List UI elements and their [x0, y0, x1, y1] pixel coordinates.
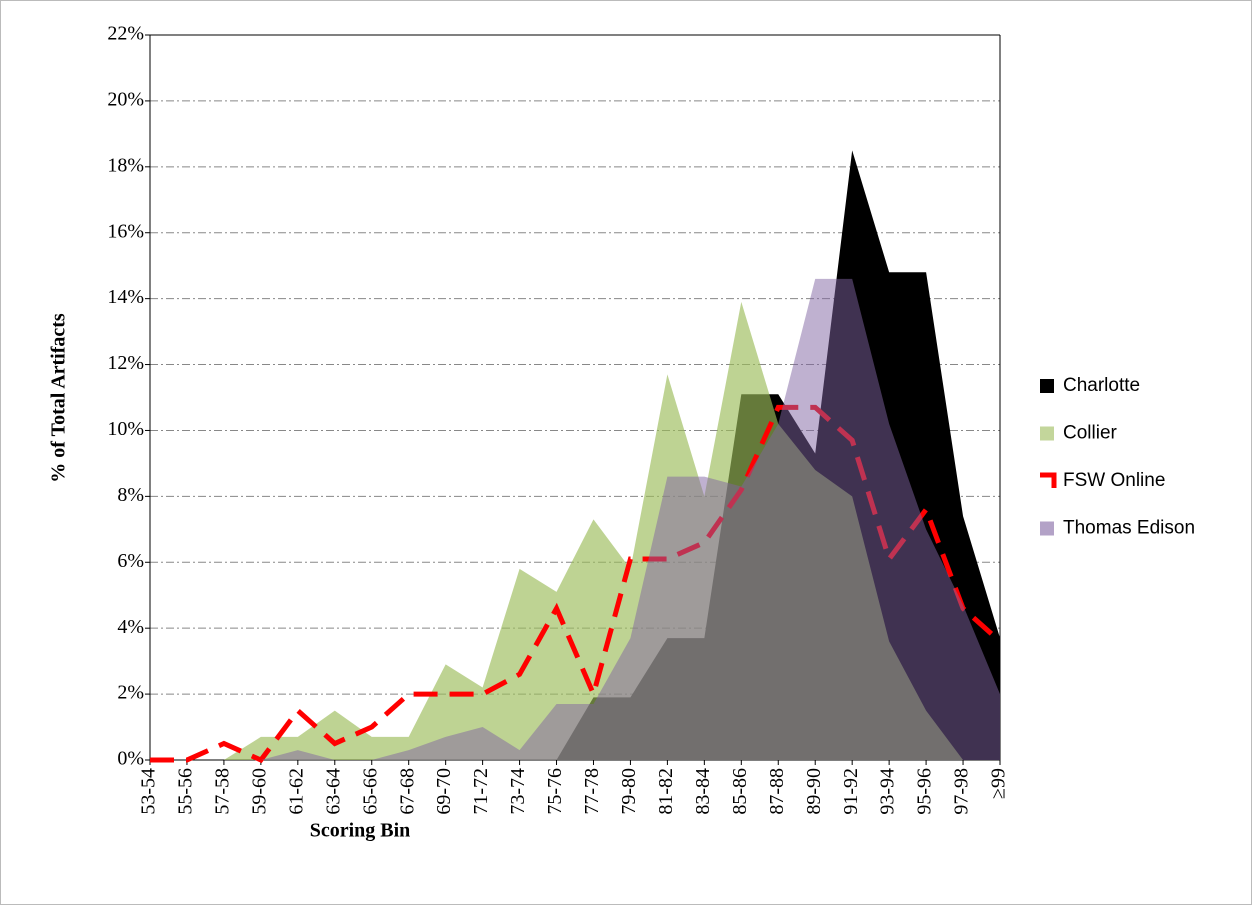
- x-tick-label: 85-86: [729, 768, 751, 815]
- x-axis-title: Scoring Bin: [310, 820, 411, 842]
- x-tick-label: 71-72: [470, 768, 492, 815]
- legend-swatch: [1040, 521, 1054, 536]
- x-tick-label: 79-80: [618, 768, 640, 815]
- legend-label: Collier: [1063, 423, 1118, 444]
- x-tick-label: 53-54: [138, 768, 160, 815]
- x-tick-label: 73-74: [507, 768, 529, 815]
- y-tick-label: 2%: [117, 682, 144, 704]
- x-tick-label: 77-78: [581, 768, 603, 815]
- legend-label: Thomas Edison: [1063, 518, 1195, 539]
- y-tick-label: 12%: [107, 352, 144, 374]
- y-tick-label: 4%: [117, 616, 144, 638]
- x-tick-label: 67-68: [396, 768, 418, 815]
- legend-label: Charlotte: [1063, 375, 1140, 396]
- x-tick-label: ≥99: [988, 768, 1010, 799]
- x-tick-label: 89-90: [803, 768, 825, 815]
- y-tick-label: 22%: [107, 23, 144, 45]
- x-tick-label: 55-56: [175, 768, 197, 815]
- x-tick-label: 87-88: [766, 768, 788, 815]
- y-tick-label: 10%: [107, 418, 144, 440]
- y-tick-label: 0%: [117, 748, 144, 770]
- legend-label: FSW Online: [1063, 470, 1165, 491]
- legend-swatch: [1040, 472, 1057, 488]
- y-tick-label: 18%: [107, 154, 144, 176]
- x-tick-label: 97-98: [951, 768, 973, 815]
- x-tick-label: 65-66: [359, 768, 381, 815]
- area: [150, 278, 1000, 760]
- x-tick-label: 91-92: [840, 768, 862, 815]
- x-tick-label: 59-60: [248, 768, 270, 815]
- x-tick-label: 93-94: [877, 768, 899, 815]
- x-tick-label: 57-58: [212, 768, 234, 815]
- y-tick-label: 8%: [117, 484, 144, 506]
- x-tick-label: 69-70: [433, 768, 455, 815]
- y-axis-title: % of Total Artifacts: [48, 313, 70, 483]
- x-tick-label: 81-82: [655, 768, 677, 815]
- x-tick-label: 95-96: [914, 768, 936, 815]
- y-tick-label: 6%: [117, 550, 144, 572]
- x-tick-label: 61-62: [285, 768, 307, 815]
- legend-swatch: [1040, 426, 1054, 441]
- x-tick-label: 63-64: [322, 768, 344, 815]
- legend-swatch: [1040, 379, 1054, 393]
- y-tick-label: 16%: [107, 220, 144, 242]
- y-tick-label: 14%: [107, 286, 144, 308]
- x-tick-label: 75-76: [544, 768, 566, 815]
- x-tick-label: 83-84: [692, 768, 714, 815]
- y-tick-label: 20%: [107, 89, 144, 111]
